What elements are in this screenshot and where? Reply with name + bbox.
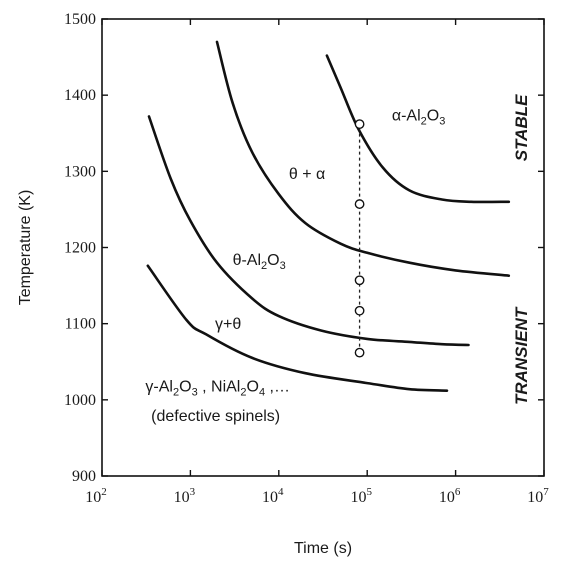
y-tick-label-5: 1400 xyxy=(64,87,96,104)
phase-boundary-curve-4 xyxy=(325,54,511,204)
region-label-theta-alpha: θ + α xyxy=(289,166,325,183)
x-tick-label-4: 106 xyxy=(439,486,461,506)
y-tick-label-3: 1200 xyxy=(64,240,96,257)
side-label-transient: TRANSIENT xyxy=(512,306,531,405)
y-tick-label-2: 1100 xyxy=(65,316,96,333)
measurement-markers xyxy=(354,119,365,358)
region-label-gamma: γ-Al2O3 , NiAl2O4 ,… xyxy=(145,378,290,398)
measurement-marker-3 xyxy=(354,275,365,286)
phase-boundary-curve-2 xyxy=(147,115,470,347)
y-axis-title: Temperature (K) xyxy=(17,190,34,306)
region-label-theta: θ-Al2O3 xyxy=(233,252,286,272)
phase-boundary-curves xyxy=(146,40,511,392)
y-tick-label-1: 1000 xyxy=(64,392,96,409)
x-tick-label-0: 102 xyxy=(85,486,107,506)
side-labels: STABLE TRANSIENT xyxy=(512,94,531,405)
x-tick-label-2: 104 xyxy=(262,486,284,506)
y-tick-labels: 900 1000 1100 1200 1300 1400 1500 xyxy=(64,11,96,485)
axis-ticks xyxy=(101,18,545,477)
x-tick-label-1: 103 xyxy=(174,486,196,506)
x-tick-label-3: 105 xyxy=(350,486,372,506)
region-label-alpha: α-Al2O3 xyxy=(392,107,446,127)
y-tick-label-4: 1300 xyxy=(64,163,96,180)
x-tick-label-5: 107 xyxy=(527,486,549,506)
measurement-marker-5 xyxy=(354,347,365,358)
x-tick-labels: 102 103 104 105 106 107 xyxy=(85,486,549,506)
measurement-marker-1 xyxy=(354,119,365,130)
measurement-marker-4 xyxy=(354,305,365,316)
x-axis-title: Time (s) xyxy=(294,540,352,557)
y-tick-label-6: 1500 xyxy=(64,11,96,28)
measurement-marker-2 xyxy=(354,199,365,209)
y-tick-label-0: 900 xyxy=(72,468,96,485)
region-label-gamma-theta: γ+θ xyxy=(215,316,241,333)
region-labels: α-Al2O3 θ + α θ-Al2O3 γ+θ γ-Al2O3 , NiAl2O4 … xyxy=(145,107,445,425)
phase-boundary-curve-3 xyxy=(215,40,511,277)
phase-boundary-curve-1 xyxy=(146,264,449,392)
region-label-spinels: (defective spinels) xyxy=(151,408,280,425)
side-label-stable: STABLE xyxy=(512,94,531,161)
